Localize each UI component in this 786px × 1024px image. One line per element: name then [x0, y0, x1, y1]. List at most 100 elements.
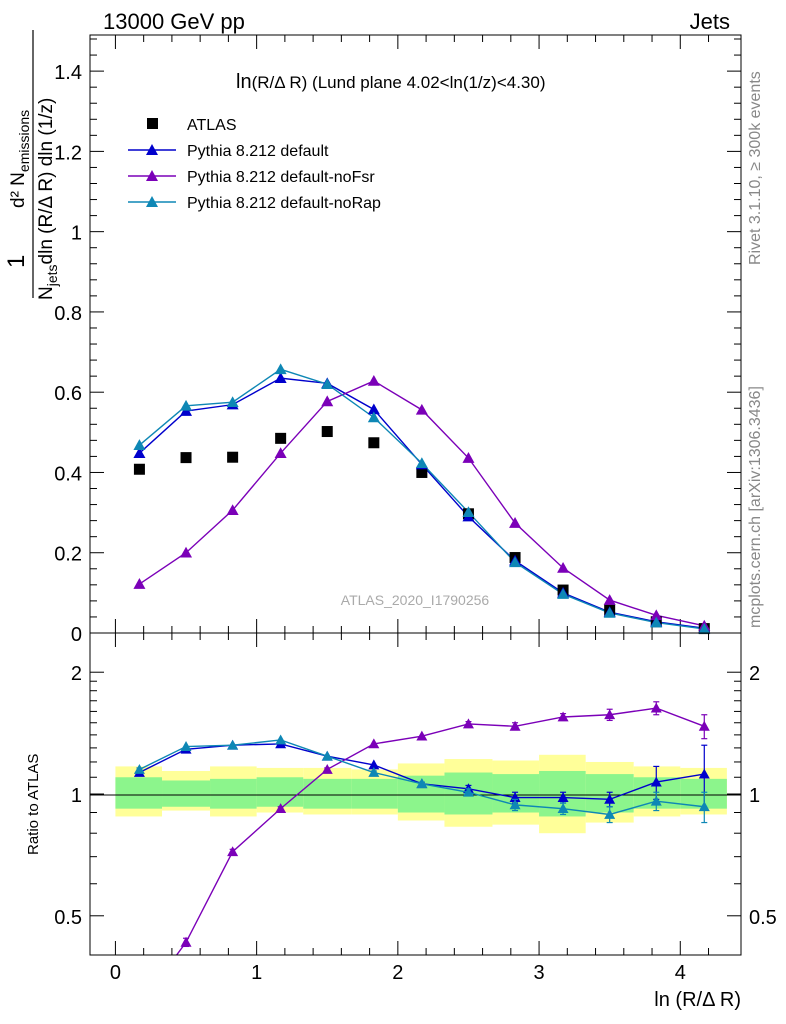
main-point-atlas — [275, 432, 287, 444]
ratio-point-default — [557, 792, 569, 802]
ratio-xtick-label: 2 — [392, 962, 403, 984]
main-point-noFsr — [462, 452, 475, 463]
main-point-noFsr — [603, 594, 616, 605]
ratio-point-noFsr — [604, 709, 616, 720]
ratio-ylabel: Ratio to ATLAS — [25, 754, 42, 855]
legend-entry-norap: Pythia 8.212 default-noRap — [128, 195, 381, 212]
ratio-point-default — [698, 768, 710, 779]
ratio-point-noRap — [321, 750, 333, 761]
ratio-point-noFsr — [462, 718, 474, 729]
legend-entry-default: Pythia 8.212 default — [128, 143, 329, 160]
ratio-point-noRap — [133, 763, 145, 774]
ratio-xtick-labels: 0 1 2 3 4 — [110, 962, 686, 984]
legend-label-norap: Pythia 8.212 default-noRap — [187, 195, 381, 212]
main-point-noRap — [321, 378, 334, 389]
ratio-band-inner — [115, 777, 163, 809]
ylabel-njets-sub: jets — [44, 264, 60, 287]
ylabel-numerator-2: d² Nemissions — [8, 110, 32, 208]
main-ylabel: 1 d² Nemissions Njetsdln (R/Δ R) dln (1/… — [3, 30, 60, 300]
ratio-band-inner — [256, 777, 304, 807]
main-point-noFsr — [367, 374, 380, 386]
legend: ATLAS Pythia 8.212 default Pythia 8.212 … — [128, 117, 381, 212]
ratio-xtick-label: 4 — [675, 962, 686, 984]
ratio-band-inner — [303, 778, 352, 809]
ratio-band-inner — [162, 780, 211, 807]
main-point-noFsr — [321, 395, 334, 407]
ylabel-njets: N — [36, 286, 57, 300]
ylabel-d2n-sub: emissions — [16, 110, 32, 172]
main-point-default — [133, 447, 146, 458]
ratio-point-noRap — [275, 734, 287, 745]
ratio-panel: 0.5 0.5 1 1 2 2 0 1 2 3 4 Ratio to ATLAS ln (R/Δ … — [25, 632, 777, 1011]
ratio-bands — [115, 754, 727, 834]
main-point-noRap — [226, 396, 239, 408]
main-point-atlas — [321, 426, 333, 438]
main-point-noRap — [603, 606, 616, 618]
ratio-series — [133, 701, 710, 1010]
legend-label-nofsr: Pythia 8.212 default-noFsr — [187, 169, 375, 186]
main-point-noFsr — [415, 403, 428, 415]
main-point-atlas — [368, 437, 380, 449]
ratio-point-noRap — [227, 739, 239, 750]
main-line-default — [138, 377, 705, 629]
ratio-point-noRap — [368, 767, 380, 777]
ratio-line-noFsr — [175, 707, 705, 955]
ratio-point-noFsr — [368, 738, 380, 749]
ratio-point-noFsr — [557, 711, 569, 722]
main-point-atlas — [416, 466, 428, 478]
main-ytick-label: 0.2 — [54, 544, 82, 566]
ratio-ytick-label-right: 1 — [749, 785, 760, 807]
legend-entry-nofsr: Pythia 8.212 default-noFsr — [128, 169, 375, 186]
ratio-band-inner — [210, 778, 257, 809]
main-point-atlas — [180, 452, 192, 464]
ratio-point-noFsr — [134, 1000, 145, 1010]
ratio-point-noRap — [650, 795, 662, 806]
main-point-noRap — [509, 556, 522, 568]
main-point-noRap — [133, 439, 146, 450]
ratio-point-noFsr — [650, 702, 662, 713]
ratio-ytick-label-left: 2 — [71, 663, 82, 685]
legend-entry-atlas: ATLAS — [147, 117, 237, 134]
ylabel-d2n: d² N — [8, 172, 29, 208]
ratio-point-noRap — [416, 778, 428, 789]
main-point-noRap — [650, 616, 663, 628]
ratio-point-noFsr — [698, 720, 710, 731]
ratio-point-noFsr — [275, 803, 287, 814]
main-title-arg: (R/Δ R) — [252, 73, 308, 92]
ratio-ytick-labels: 0.5 0.5 1 1 2 2 — [54, 663, 777, 929]
ratio-ytick-label-right: 0.5 — [749, 907, 777, 929]
main-point-default — [367, 403, 380, 415]
main-ytick-label: 1 — [71, 223, 82, 245]
ratio-point-noRap — [509, 799, 521, 810]
main-point-noFsr — [509, 517, 522, 528]
ratio-band-inner — [351, 778, 398, 809]
ratio-ytick-label-left: 1 — [71, 785, 82, 807]
main-point-noFsr — [274, 447, 287, 458]
ratio-point-noFsr — [509, 720, 521, 731]
main-line-noFsr — [139, 380, 705, 627]
main-point-noRap — [274, 363, 287, 375]
main-point-noFsr — [180, 546, 193, 558]
ratio-point-noRap — [462, 786, 474, 797]
ratio-ytick-label-right: 2 — [749, 663, 760, 685]
legend-label-default: Pythia 8.212 default — [187, 143, 329, 160]
ratio-xlabel: ln (R/Δ R) — [654, 989, 741, 1011]
main-series — [133, 363, 711, 635]
ratio-ytick-label-left: 0.5 — [54, 907, 82, 929]
ratio-point-noFsr — [180, 936, 192, 947]
watermark: ATLAS_2020_I1790256 — [341, 592, 490, 608]
main-ytick-label: 0.8 — [54, 303, 82, 325]
main-point-noFsr — [557, 561, 570, 573]
main-point-noRap — [557, 588, 570, 599]
energy-label: 13000 GeV pp — [103, 9, 245, 34]
main-panel: 0 0.2 0.4 0.6 0.8 1 1.2 1.4 ln(R/Δ R) (Lund pla… — [3, 30, 742, 646]
ratio-xtick-label: 0 — [110, 962, 121, 984]
legend-label-atlas: ATLAS — [187, 117, 237, 134]
ratio-point-noRap — [698, 801, 710, 812]
main-ytick-label: 0.6 — [54, 383, 82, 405]
legend-marker-nofsr — [146, 170, 158, 181]
main-point-noRap — [462, 506, 475, 517]
ratio-xtick-label: 1 — [251, 962, 262, 984]
mcplots-label: mcplots.cern.ch [arXiv:1306.3436] — [747, 386, 764, 628]
